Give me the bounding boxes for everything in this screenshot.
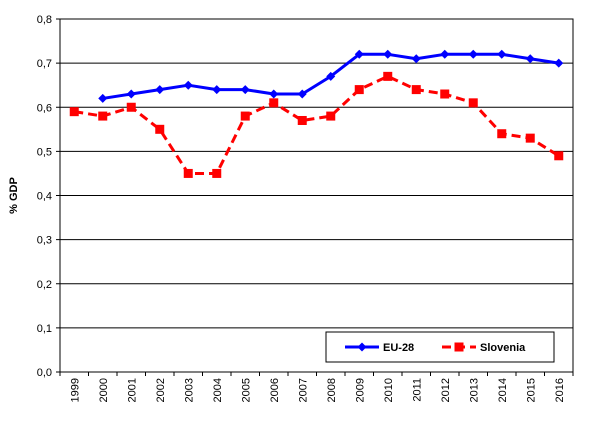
data-point (383, 49, 393, 59)
x-tick-label: 2005 (240, 378, 252, 402)
data-point (497, 49, 507, 59)
y-tick-label: 0,8 (37, 14, 52, 26)
data-point (554, 151, 564, 161)
y-tick-label: 0,4 (37, 191, 52, 203)
x-tick-label: 2010 (383, 378, 395, 402)
x-tick-label: 2014 (497, 378, 509, 402)
data-point (69, 107, 79, 117)
y-tick-label: 0,7 (37, 58, 52, 70)
data-point (383, 71, 393, 81)
data-point (297, 89, 307, 99)
data-point (269, 89, 279, 99)
series-eu-28 (98, 49, 564, 103)
data-point (354, 85, 364, 95)
y-tick-label: 0,2 (37, 279, 52, 291)
data-point (326, 111, 336, 121)
data-point (411, 85, 421, 95)
y-tick-label: 0,1 (37, 323, 52, 335)
legend-label-eu-28: EU-28 (383, 342, 414, 354)
x-tick-label: 2002 (155, 378, 167, 402)
data-point (269, 98, 279, 108)
data-point (525, 54, 535, 64)
data-point (183, 168, 193, 178)
data-point (240, 111, 250, 121)
legend: EU-28 Slovenia (325, 331, 555, 363)
series-slovenia (69, 71, 564, 178)
data-point (212, 85, 222, 95)
data-point (126, 89, 136, 99)
legend-marker (454, 342, 464, 352)
y-axis-title: % GDP (8, 177, 20, 214)
data-point (354, 49, 364, 59)
x-tick-label: 2012 (440, 378, 452, 402)
x-tick-label: 2008 (326, 378, 338, 402)
series-line-slovenia (74, 74, 560, 175)
y-tick-label: 0,5 (37, 146, 52, 158)
x-tick-label: 2006 (269, 378, 281, 402)
x-tick-label: 2007 (297, 378, 309, 402)
x-tick-label: 2011 (411, 378, 423, 402)
data-point (440, 49, 450, 59)
legend-marker (357, 342, 367, 352)
x-tick-label: 2016 (554, 378, 566, 402)
y-axis: 0,0 0,1 0,2 0,3 0,4 0,5 0,6 0,7 0,8 (37, 14, 60, 379)
x-tick-label: 1999 (69, 378, 81, 402)
x-tick-label: 2003 (183, 378, 195, 402)
data-point (126, 102, 136, 112)
data-point (183, 80, 193, 90)
x-tick-label: 2015 (525, 378, 537, 402)
x-tick-label: 2009 (354, 378, 366, 402)
data-point (468, 49, 478, 59)
data-point (497, 129, 507, 139)
y-tick-label: 0,0 (37, 367, 52, 379)
data-point (212, 168, 222, 178)
x-tick-label: 2001 (126, 378, 138, 402)
data-point (554, 58, 564, 68)
data-point (525, 133, 535, 143)
data-point (155, 85, 165, 95)
legend-label-slovenia: Slovenia (480, 342, 526, 354)
gridlines (60, 18, 573, 373)
data-point (326, 71, 336, 81)
y-tick-label: 0,6 (37, 102, 52, 114)
data-point (98, 93, 108, 103)
y-tick-label: 0,3 (37, 235, 52, 247)
data-point (155, 124, 165, 134)
x-tick-label: 2000 (98, 378, 110, 402)
data-point (98, 111, 108, 121)
series-layer (69, 49, 564, 178)
data-point (440, 89, 450, 99)
x-axis: 1999 2000 2001 2002 2003 2004 2005 2006 2007 2008… (59, 372, 574, 402)
data-point (240, 85, 250, 95)
data-point (468, 98, 478, 108)
x-tick-label: 2013 (468, 378, 480, 402)
data-point (411, 54, 421, 64)
data-point (297, 115, 307, 125)
x-tick-label: 2004 (212, 378, 224, 402)
